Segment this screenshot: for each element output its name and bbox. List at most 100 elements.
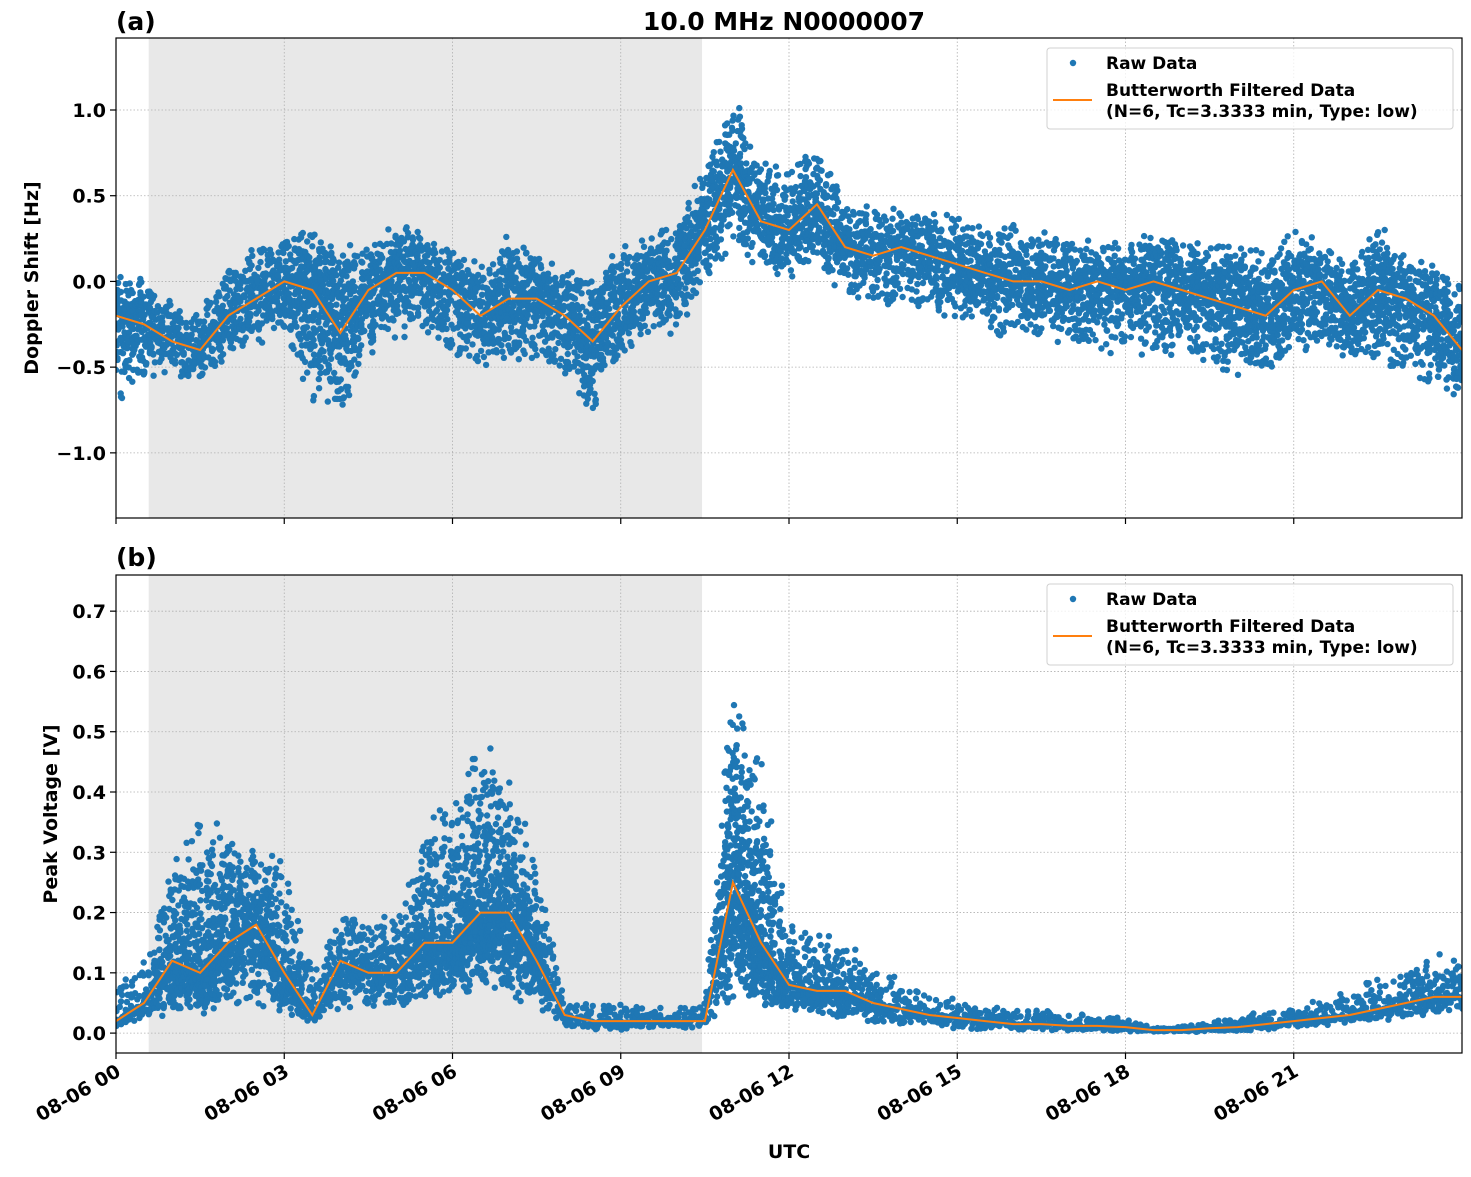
raw-data-point xyxy=(774,187,780,193)
raw-data-point xyxy=(493,347,499,353)
raw-data-point xyxy=(516,340,522,346)
raw-data-point xyxy=(311,232,317,238)
raw-data-point xyxy=(572,295,578,301)
raw-data-point xyxy=(729,209,735,215)
raw-data-point xyxy=(326,366,332,372)
raw-data-point xyxy=(479,292,485,298)
raw-data-point xyxy=(534,352,540,358)
raw-data-point xyxy=(370,290,376,296)
raw-data-point xyxy=(137,276,143,282)
raw-data-point xyxy=(209,346,215,352)
raw-data-point xyxy=(651,323,657,329)
raw-data-point xyxy=(600,358,606,364)
raw-data-point xyxy=(325,330,331,336)
raw-data-point xyxy=(503,234,509,240)
raw-data-point xyxy=(677,310,683,316)
raw-data-point xyxy=(692,260,698,266)
raw-data-point xyxy=(887,223,893,229)
raw-data-point xyxy=(343,384,349,390)
raw-data-point xyxy=(624,268,630,274)
raw-data-point xyxy=(288,343,294,349)
raw-data-point xyxy=(319,347,325,353)
raw-data-point xyxy=(250,324,256,330)
raw-data-point xyxy=(340,252,346,258)
raw-data-point xyxy=(899,294,905,300)
raw-data-point xyxy=(847,218,853,224)
raw-data-point xyxy=(347,242,353,248)
raw-data-point xyxy=(410,237,416,243)
raw-data-point xyxy=(770,201,776,207)
panel-label-a: (a) xyxy=(116,7,156,36)
raw-data-point xyxy=(555,340,561,346)
raw-data-point xyxy=(513,275,519,281)
raw-data-point xyxy=(358,342,364,348)
raw-data-point xyxy=(834,205,840,211)
raw-data-point xyxy=(276,256,282,262)
raw-data-point xyxy=(934,275,940,281)
raw-data-point xyxy=(685,205,691,211)
y-axis-label-b: Peak Voltage [V] xyxy=(40,724,62,903)
raw-data-point xyxy=(205,303,211,309)
raw-data-point xyxy=(369,328,375,334)
raw-data-point xyxy=(953,223,959,229)
raw-data-point xyxy=(348,363,354,369)
raw-data-point xyxy=(463,345,469,351)
raw-data-point xyxy=(150,373,156,379)
raw-data-point xyxy=(855,294,861,300)
raw-data-point xyxy=(649,235,655,241)
raw-data-point xyxy=(268,313,274,319)
raw-data-point xyxy=(385,226,391,232)
raw-data-point xyxy=(406,277,412,283)
raw-data-point xyxy=(673,321,679,327)
raw-data-point xyxy=(336,388,342,394)
raw-data-point xyxy=(333,272,339,278)
raw-data-point xyxy=(230,345,236,351)
raw-data-point xyxy=(514,248,520,254)
raw-data-point xyxy=(627,339,633,345)
raw-data-point xyxy=(739,134,745,140)
raw-data-point xyxy=(883,217,889,223)
raw-data-point xyxy=(762,253,768,259)
raw-data-point xyxy=(304,369,310,375)
raw-data-point xyxy=(706,262,712,268)
raw-data-point xyxy=(247,311,253,317)
raw-data-point xyxy=(614,352,620,358)
raw-data-point xyxy=(780,193,786,199)
raw-data-point xyxy=(212,363,218,369)
raw-data-point xyxy=(675,276,681,282)
raw-data-point xyxy=(309,243,315,249)
raw-data-point xyxy=(724,132,730,138)
raw-data-point xyxy=(611,269,617,275)
raw-data-point xyxy=(302,359,308,365)
raw-data-point xyxy=(907,278,913,284)
raw-data-point xyxy=(938,227,944,233)
raw-data-point xyxy=(343,273,349,279)
raw-data-point xyxy=(959,248,965,254)
raw-data-point xyxy=(425,329,431,335)
raw-data-point xyxy=(668,236,674,242)
raw-data-point xyxy=(952,313,958,319)
raw-data-point xyxy=(214,337,220,343)
raw-data-point xyxy=(857,218,863,224)
raw-data-point xyxy=(525,312,531,318)
raw-data-point xyxy=(542,331,548,337)
raw-data-point xyxy=(133,333,139,339)
raw-data-point xyxy=(730,145,736,151)
raw-data-point xyxy=(126,357,132,363)
raw-data-point xyxy=(435,335,441,341)
raw-data-point xyxy=(466,353,472,359)
raw-data-point xyxy=(395,309,401,315)
raw-data-point xyxy=(805,258,811,264)
raw-data-point xyxy=(916,242,922,248)
raw-data-point xyxy=(358,324,364,330)
raw-data-point xyxy=(631,255,637,261)
raw-data-point xyxy=(130,290,136,296)
raw-data-point xyxy=(936,307,942,313)
raw-data-point xyxy=(792,210,798,216)
raw-data-point xyxy=(553,280,559,286)
raw-data-point xyxy=(743,241,749,247)
raw-data-point xyxy=(693,290,699,296)
raw-data-point xyxy=(479,264,485,270)
raw-data-point xyxy=(590,378,596,384)
raw-data-point xyxy=(339,401,345,407)
